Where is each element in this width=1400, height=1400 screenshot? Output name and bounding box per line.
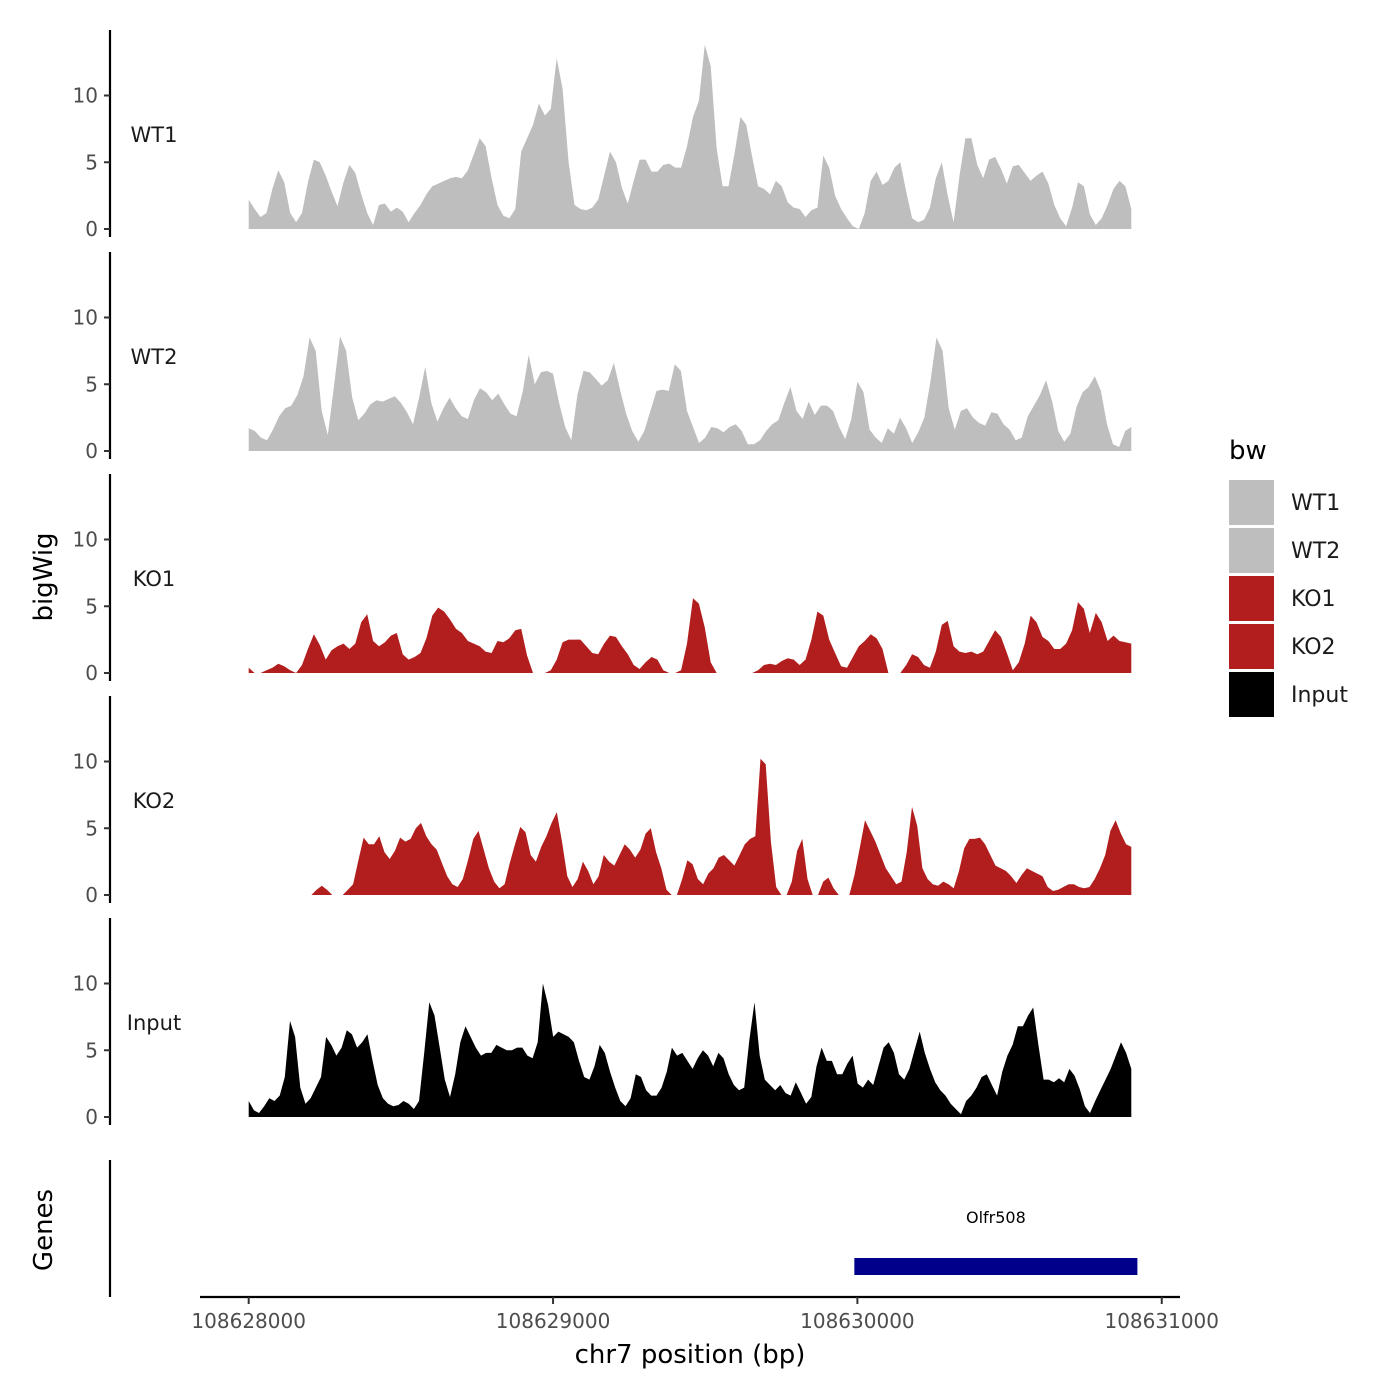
gene-label: Olfr508 <box>966 1208 1026 1227</box>
y-tick-label: 10 <box>73 750 98 774</box>
legend-label: WT1 <box>1291 491 1340 516</box>
y-tick-label: 0 <box>85 439 98 463</box>
coverage-area-ko2 <box>248 758 1132 895</box>
legend-key-wt1 <box>1229 480 1274 525</box>
legend-label: WT2 <box>1291 539 1340 564</box>
x-tick-label: 108629000 <box>496 1309 611 1333</box>
track-input: 0 5 10 Input <box>73 918 1132 1129</box>
gene-body <box>854 1258 1138 1275</box>
legend-label: Input <box>1291 683 1348 708</box>
x-tick-label: 108631000 <box>1104 1309 1219 1333</box>
bigwig-tracks: 0 5 10 WT1 0 5 10 WT2 0 5 10 KO1 0 5 10 KO2 0 5 10 Input <box>73 30 1132 1129</box>
y-tick-label: 10 <box>73 84 98 108</box>
track-label: Input <box>127 1011 181 1035</box>
track-label: WT1 <box>131 123 178 147</box>
y-tick-label: 0 <box>85 217 98 241</box>
y-tick-label: 10 <box>73 306 98 330</box>
track-label: WT2 <box>131 345 178 369</box>
genes-panel: Olfr508 <box>108 1160 1138 1297</box>
y-tick-label: 10 <box>73 972 98 996</box>
legend-key-ko1 <box>1229 576 1274 621</box>
y-axis-title: bigWig <box>29 532 59 621</box>
track-label: KO1 <box>133 567 176 591</box>
legend-key-ko2 <box>1229 624 1274 669</box>
track-wt1: 0 5 10 WT1 <box>73 30 1132 241</box>
track-ko1: 0 5 10 KO1 <box>73 474 1132 685</box>
x-tick-label: 108628000 <box>191 1309 306 1333</box>
legend-title: bw <box>1229 436 1267 466</box>
legend-label: KO1 <box>1291 587 1336 612</box>
y-tick-label: 10 <box>73 528 98 552</box>
x-axis-title: chr7 position (bp) <box>575 1340 806 1370</box>
coverage-area-input <box>248 983 1132 1117</box>
track-wt2: 0 5 10 WT2 <box>73 252 1132 463</box>
y-tick-label: 5 <box>85 150 98 174</box>
y-tick-label: 5 <box>85 816 98 840</box>
legend-key-wt2 <box>1229 528 1274 573</box>
y-tick-label: 0 <box>85 883 98 907</box>
y-tick-label: 5 <box>85 1038 98 1062</box>
legend-key-input <box>1229 672 1274 717</box>
track-ko2: 0 5 10 KO2 <box>73 696 1132 907</box>
legend: bw WT1 WT2 KO1 KO2 Input <box>1229 436 1348 717</box>
y-tick-label: 0 <box>85 1105 98 1129</box>
legend-label: KO2 <box>1291 635 1336 660</box>
coverage-area-wt2 <box>248 336 1132 451</box>
track-label: KO2 <box>133 789 176 813</box>
y-tick-label: 5 <box>85 594 98 618</box>
x-axis: 108628000 108629000 108630000 108631000 <box>191 1295 1219 1333</box>
genes-axis-title: Genes <box>29 1189 59 1271</box>
x-tick-label: 108630000 <box>800 1309 915 1333</box>
coverage-area-wt1 <box>248 44 1132 229</box>
y-tick-label: 0 <box>85 661 98 685</box>
y-tick-label: 5 <box>85 372 98 396</box>
coverage-area-ko1 <box>248 598 1132 673</box>
